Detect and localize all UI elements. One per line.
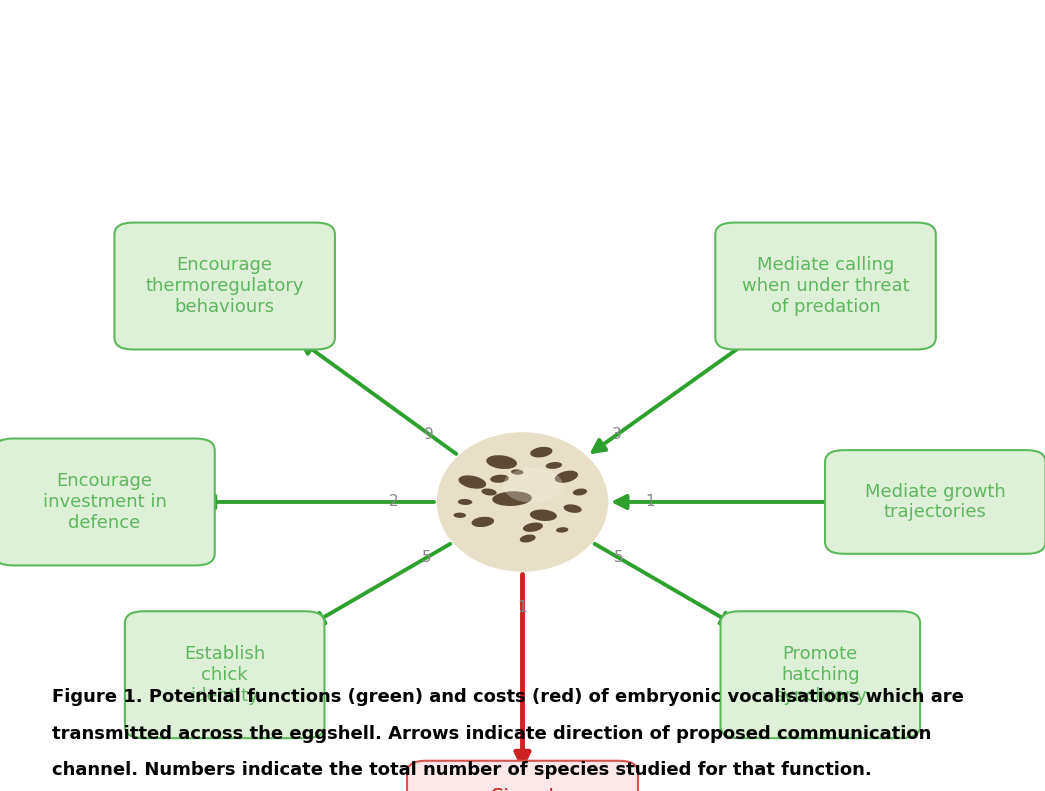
Ellipse shape xyxy=(503,468,563,503)
Ellipse shape xyxy=(471,517,494,527)
Text: 2: 2 xyxy=(389,494,398,509)
Ellipse shape xyxy=(519,535,536,543)
Text: Establish
chick
identity: Establish chick identity xyxy=(184,645,265,705)
Ellipse shape xyxy=(454,513,466,518)
FancyBboxPatch shape xyxy=(125,611,325,738)
Ellipse shape xyxy=(522,523,543,532)
Text: Figure 1. Potential functions (green) and costs (red) of embryonic vocalisations: Figure 1. Potential functions (green) an… xyxy=(52,688,965,706)
Ellipse shape xyxy=(511,469,524,475)
Ellipse shape xyxy=(437,432,608,572)
Ellipse shape xyxy=(563,505,582,513)
Text: 1: 1 xyxy=(646,494,655,509)
Ellipse shape xyxy=(530,509,557,521)
Ellipse shape xyxy=(545,462,562,469)
Text: transmitted across the eggshell. Arrows indicate direction of proposed communica: transmitted across the eggshell. Arrows … xyxy=(52,725,932,743)
Text: Promote
hatching
synchrony: Promote hatching synchrony xyxy=(774,645,866,705)
FancyBboxPatch shape xyxy=(0,438,215,566)
Ellipse shape xyxy=(555,471,578,483)
Text: channel. Numbers indicate the total number of species studied for that function.: channel. Numbers indicate the total numb… xyxy=(52,761,872,779)
Ellipse shape xyxy=(486,455,517,469)
Text: 9: 9 xyxy=(424,427,434,442)
Ellipse shape xyxy=(490,475,509,483)
Ellipse shape xyxy=(556,527,568,532)
Text: Mediate calling
when under threat
of predation: Mediate calling when under threat of pre… xyxy=(742,256,909,316)
Text: Mediate growth
trajectories: Mediate growth trajectories xyxy=(865,483,1005,521)
FancyBboxPatch shape xyxy=(826,450,1045,554)
Ellipse shape xyxy=(458,499,472,505)
Ellipse shape xyxy=(459,475,486,489)
FancyBboxPatch shape xyxy=(408,761,637,791)
Ellipse shape xyxy=(492,491,532,506)
Ellipse shape xyxy=(482,489,496,495)
Text: Signal
intercepted
by predators: Signal intercepted by predators xyxy=(456,788,589,791)
Ellipse shape xyxy=(573,489,587,495)
Text: 5: 5 xyxy=(421,551,431,566)
Text: 5: 5 xyxy=(614,551,624,566)
Text: Encourage
thermoregulatory
behaviours: Encourage thermoregulatory behaviours xyxy=(145,256,304,316)
Ellipse shape xyxy=(530,447,553,457)
FancyBboxPatch shape xyxy=(715,222,936,350)
Text: Encourage
investment in
defence: Encourage investment in defence xyxy=(43,472,166,532)
FancyBboxPatch shape xyxy=(115,222,334,350)
Text: 3: 3 xyxy=(612,427,622,442)
Text: 1: 1 xyxy=(517,600,528,615)
FancyBboxPatch shape xyxy=(721,611,921,738)
